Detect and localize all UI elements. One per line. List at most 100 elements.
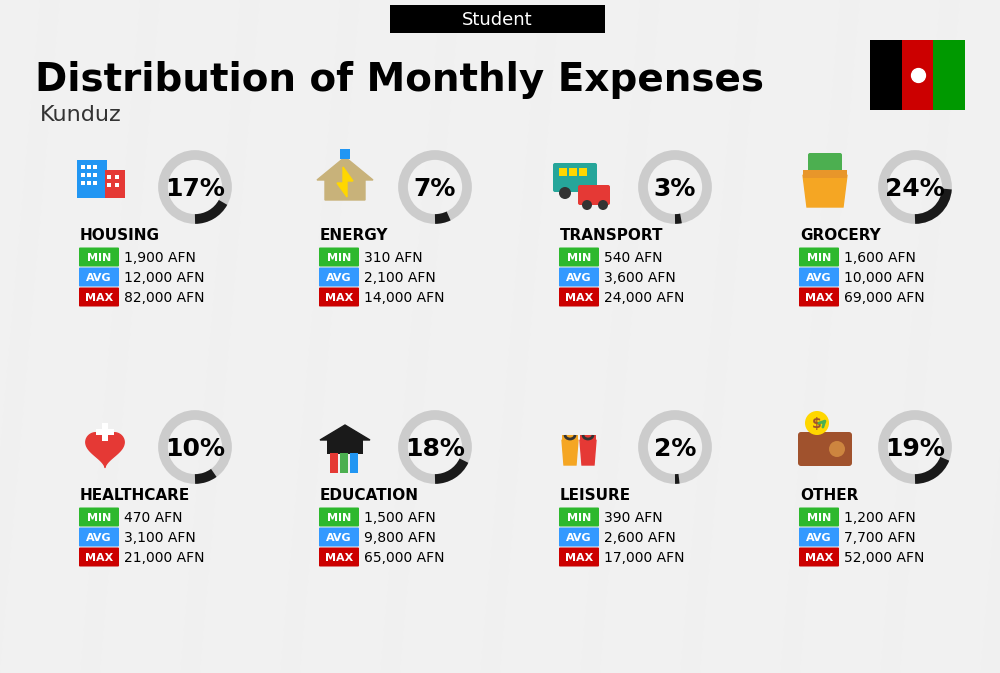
Text: 3%: 3%	[654, 177, 696, 201]
FancyBboxPatch shape	[799, 267, 839, 287]
FancyBboxPatch shape	[798, 432, 852, 466]
Text: 1,500 AFN: 1,500 AFN	[364, 511, 436, 525]
FancyBboxPatch shape	[107, 183, 111, 187]
FancyBboxPatch shape	[559, 507, 599, 526]
FancyBboxPatch shape	[105, 170, 125, 198]
FancyBboxPatch shape	[390, 5, 605, 33]
Text: 540 AFN: 540 AFN	[604, 251, 662, 265]
Circle shape	[598, 200, 608, 210]
Text: 2,600 AFN: 2,600 AFN	[604, 531, 676, 545]
FancyBboxPatch shape	[553, 163, 597, 192]
Text: TRANSPORT: TRANSPORT	[560, 227, 664, 242]
Text: 3,600 AFN: 3,600 AFN	[604, 271, 676, 285]
Text: Distribution of Monthly Expenses: Distribution of Monthly Expenses	[35, 61, 764, 99]
Text: AVG: AVG	[326, 533, 352, 543]
Text: 21,000 AFN: 21,000 AFN	[124, 551, 205, 565]
Polygon shape	[86, 433, 124, 467]
Text: MIN: MIN	[807, 513, 831, 523]
Text: GROCERY: GROCERY	[800, 227, 881, 242]
Polygon shape	[580, 440, 596, 465]
Polygon shape	[317, 157, 373, 200]
FancyBboxPatch shape	[933, 40, 965, 110]
Text: Student: Student	[462, 11, 533, 29]
FancyBboxPatch shape	[107, 175, 111, 179]
FancyBboxPatch shape	[799, 528, 839, 546]
Text: AVG: AVG	[806, 273, 832, 283]
FancyBboxPatch shape	[79, 507, 119, 526]
Text: MIN: MIN	[807, 253, 831, 263]
Text: 19%: 19%	[885, 437, 945, 461]
Circle shape	[582, 200, 592, 210]
FancyBboxPatch shape	[319, 287, 359, 306]
FancyBboxPatch shape	[803, 170, 847, 178]
Text: 2,100 AFN: 2,100 AFN	[364, 271, 436, 285]
FancyBboxPatch shape	[559, 248, 599, 267]
Text: AVG: AVG	[86, 273, 112, 283]
FancyBboxPatch shape	[96, 429, 114, 435]
Text: 7,700 AFN: 7,700 AFN	[844, 531, 916, 545]
Text: MIN: MIN	[87, 253, 111, 263]
FancyBboxPatch shape	[559, 528, 599, 546]
Text: 65,000 AFN: 65,000 AFN	[364, 551, 444, 565]
Text: MIN: MIN	[327, 253, 351, 263]
Text: MAX: MAX	[325, 293, 353, 303]
Text: MIN: MIN	[87, 513, 111, 523]
FancyBboxPatch shape	[799, 548, 839, 567]
FancyBboxPatch shape	[87, 181, 91, 185]
Polygon shape	[562, 440, 578, 465]
FancyBboxPatch shape	[580, 435, 596, 441]
Text: 69,000 AFN: 69,000 AFN	[844, 291, 925, 305]
Text: 2%: 2%	[654, 437, 696, 461]
FancyBboxPatch shape	[79, 248, 119, 267]
Text: 18%: 18%	[405, 437, 465, 461]
Text: $: $	[812, 417, 822, 431]
Text: 10,000 AFN: 10,000 AFN	[844, 271, 924, 285]
Text: AVG: AVG	[86, 533, 112, 543]
Text: AVG: AVG	[806, 533, 832, 543]
Text: 10%: 10%	[165, 437, 225, 461]
FancyBboxPatch shape	[799, 287, 839, 306]
Text: 310 AFN: 310 AFN	[364, 251, 423, 265]
FancyBboxPatch shape	[569, 168, 577, 176]
Text: MAX: MAX	[85, 553, 113, 563]
FancyBboxPatch shape	[79, 548, 119, 567]
Text: EDUCATION: EDUCATION	[320, 487, 419, 503]
FancyBboxPatch shape	[319, 248, 359, 267]
Circle shape	[829, 441, 845, 457]
FancyBboxPatch shape	[799, 248, 839, 267]
FancyBboxPatch shape	[562, 435, 578, 441]
Polygon shape	[320, 425, 370, 440]
Polygon shape	[900, 0, 1000, 673]
FancyBboxPatch shape	[559, 267, 599, 287]
Text: LEISURE: LEISURE	[560, 487, 631, 503]
FancyBboxPatch shape	[87, 173, 91, 177]
Text: 470 AFN: 470 AFN	[124, 511, 182, 525]
FancyBboxPatch shape	[81, 165, 85, 169]
Polygon shape	[300, 0, 440, 673]
FancyBboxPatch shape	[559, 548, 599, 567]
FancyBboxPatch shape	[77, 160, 107, 198]
Polygon shape	[803, 175, 847, 207]
FancyBboxPatch shape	[93, 173, 97, 177]
FancyBboxPatch shape	[93, 165, 97, 169]
FancyBboxPatch shape	[81, 173, 85, 177]
FancyBboxPatch shape	[808, 153, 842, 175]
Polygon shape	[100, 0, 240, 673]
Polygon shape	[800, 0, 940, 673]
Polygon shape	[600, 0, 740, 673]
Polygon shape	[200, 0, 340, 673]
Text: 3,100 AFN: 3,100 AFN	[124, 531, 196, 545]
Text: 390 AFN: 390 AFN	[604, 511, 663, 525]
Polygon shape	[0, 0, 140, 673]
FancyBboxPatch shape	[319, 528, 359, 546]
FancyBboxPatch shape	[81, 181, 85, 185]
Text: 17%: 17%	[165, 177, 225, 201]
Text: MAX: MAX	[85, 293, 113, 303]
Text: MAX: MAX	[565, 293, 593, 303]
FancyBboxPatch shape	[319, 267, 359, 287]
Text: 82,000 AFN: 82,000 AFN	[124, 291, 205, 305]
Text: HOUSING: HOUSING	[80, 227, 160, 242]
FancyBboxPatch shape	[902, 40, 933, 110]
Circle shape	[805, 411, 829, 435]
Text: AVG: AVG	[566, 533, 592, 543]
